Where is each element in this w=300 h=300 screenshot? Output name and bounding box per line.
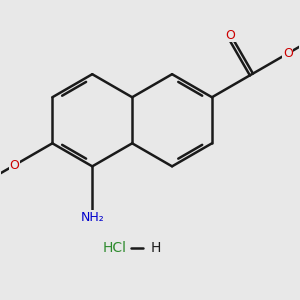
Text: methyl: methyl [0,299,1,300]
Text: O: O [10,159,20,172]
Text: H: H [151,241,161,255]
Text: O: O [283,47,293,60]
Text: NH₂: NH₂ [80,211,104,224]
Text: methyl_stub: methyl_stub [0,299,1,300]
Text: O: O [225,28,235,42]
Text: HCl: HCl [102,241,126,255]
